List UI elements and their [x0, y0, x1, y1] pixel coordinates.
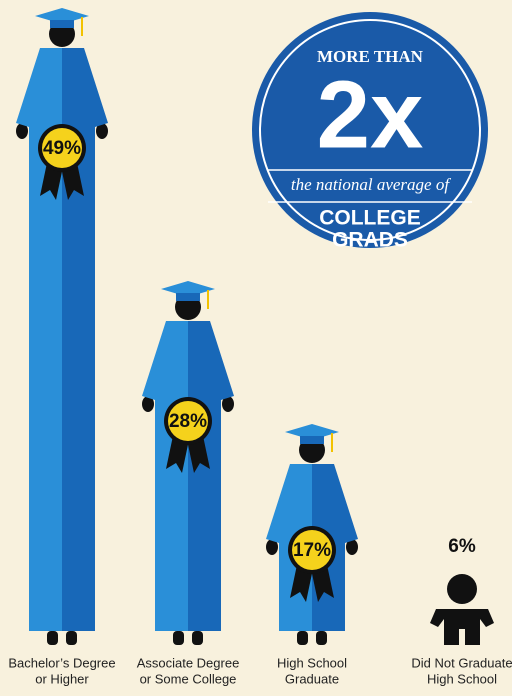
figure: 28%	[142, 281, 234, 645]
cap	[35, 8, 89, 24]
hand	[16, 123, 28, 139]
gown	[16, 48, 62, 631]
value-label: 6%	[448, 536, 476, 557]
category-label: Did Not Graduate	[411, 655, 512, 670]
foot	[192, 631, 203, 645]
badge: MORE THAN 2x the national average of COL…	[252, 12, 488, 252]
figure: 6%	[430, 536, 494, 645]
gown	[188, 321, 234, 631]
value-label: 17%	[293, 540, 331, 561]
category-label: High School	[277, 655, 347, 670]
category-label: or Higher	[35, 671, 89, 686]
head	[447, 574, 477, 604]
foot	[47, 631, 58, 645]
hand	[222, 396, 234, 412]
badge-big: 2x	[317, 61, 424, 168]
cap	[161, 281, 215, 297]
hand	[96, 123, 108, 139]
hand	[266, 539, 278, 555]
foot	[66, 631, 77, 645]
medal	[42, 128, 82, 168]
cap	[285, 424, 339, 440]
badge-circle	[252, 12, 488, 248]
badge-line2: the national average of	[291, 175, 451, 194]
badge-line4: GRADS	[332, 229, 408, 252]
badge-line1: MORE THAN	[317, 47, 424, 66]
badge-ring	[259, 19, 481, 241]
value-label: 28%	[169, 411, 207, 432]
category-label: Associate Degree	[137, 655, 240, 670]
badge-line3: COLLEGE	[319, 207, 421, 230]
medal	[168, 401, 208, 441]
category-label: or Some College	[140, 671, 237, 686]
medal	[292, 530, 332, 570]
cap-base	[176, 293, 200, 301]
foot	[297, 631, 308, 645]
category-label: Bachelor’s Degree	[8, 655, 115, 670]
foot	[173, 631, 184, 645]
figure: 17%	[266, 424, 358, 645]
cap-base	[300, 436, 324, 444]
hand	[346, 539, 358, 555]
category-label: Graduate	[285, 671, 339, 686]
foot	[316, 631, 327, 645]
gown	[142, 321, 188, 631]
body	[430, 609, 494, 645]
value-label: 49%	[43, 138, 81, 159]
gown	[62, 48, 108, 631]
category-label: High School	[427, 671, 497, 686]
cap-base	[50, 20, 74, 28]
figure: 49%	[16, 8, 108, 645]
hand	[142, 396, 154, 412]
